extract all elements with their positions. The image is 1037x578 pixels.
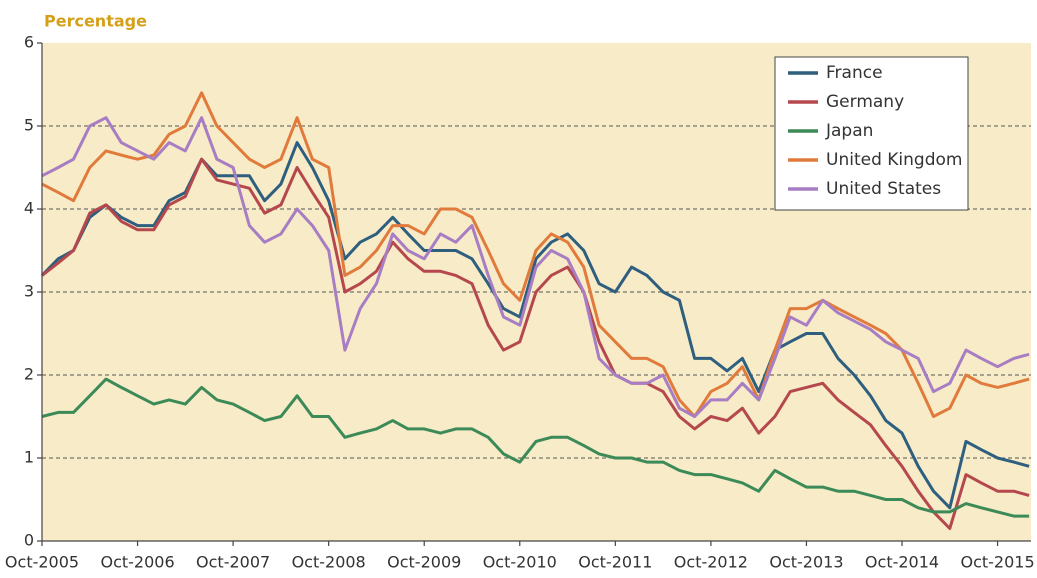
x-tick-label: Oct-2015 [960,553,1034,572]
x-tick-label: Oct-2012 [674,553,748,572]
series-line [41,116,1030,418]
series-line [41,91,1030,418]
y-tick-label: 4 [24,199,34,218]
x-tick-label: Oct-2006 [100,553,174,572]
x-tick-label: Oct-2013 [769,553,843,572]
y-tick-label: 2 [24,365,34,384]
legend-label: United Kingdom [826,150,962,170]
x-tick-label: Oct-2010 [483,553,557,572]
series-line [41,377,1030,518]
y-tick-label: 5 [24,116,34,135]
x-tick-label: Oct-2007 [196,553,270,572]
y-tick-label: 1 [24,448,34,467]
x-tick-label: Oct-2014 [865,553,939,572]
chart-title: Percentage [44,12,147,31]
legend-label: Japan [825,121,873,141]
legend-label: Germany [826,92,904,112]
x-tick-label: Oct-2011 [578,553,652,572]
y-tick-label: 6 [24,33,34,52]
x-tick-label: Oct-2009 [387,553,461,572]
y-tick-label: 3 [24,282,34,301]
legend-label: United States [826,179,941,199]
legend-label: France [826,63,883,83]
x-tick-label: Oct-2005 [5,553,79,572]
legend-box [774,56,969,211]
y-tick-label: 0 [24,531,34,550]
series-line [41,157,1030,530]
x-tick-label: Oct-2008 [292,553,366,572]
